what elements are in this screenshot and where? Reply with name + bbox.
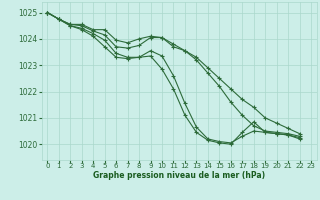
X-axis label: Graphe pression niveau de la mer (hPa): Graphe pression niveau de la mer (hPa) [93,171,265,180]
